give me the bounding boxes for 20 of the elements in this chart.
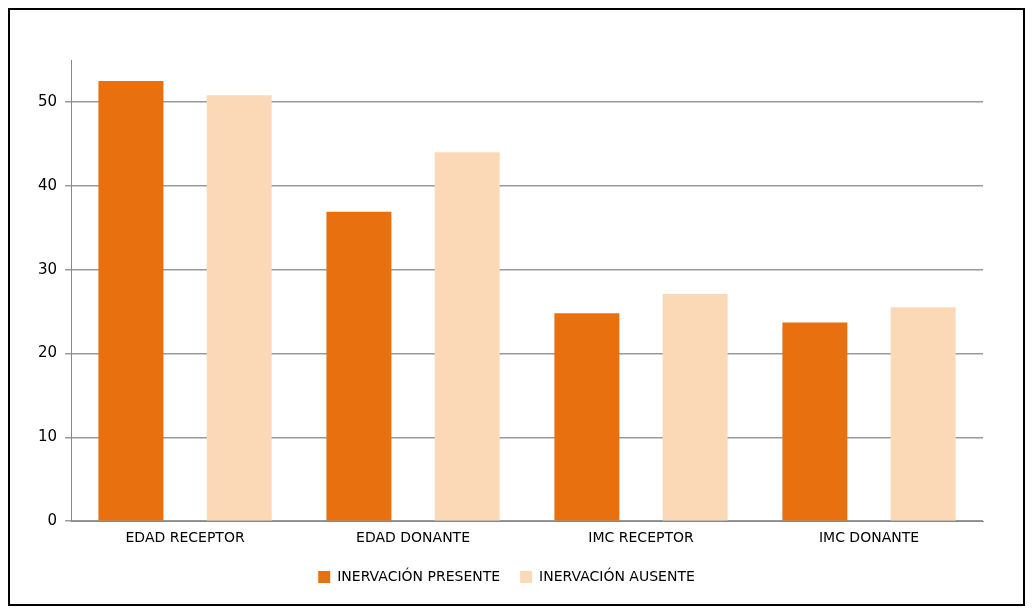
y-tick-label: 0 — [47, 511, 58, 530]
bar — [434, 152, 500, 521]
x-tick-label: IMC DONANTE — [818, 529, 920, 546]
y-tick-label: 30 — [37, 259, 58, 278]
bar — [98, 80, 164, 521]
y-tick-label: 50 — [37, 91, 58, 110]
bar — [554, 313, 620, 521]
x-tick-label: EDAD DONANTE — [356, 529, 471, 546]
bar — [206, 95, 272, 521]
bar — [326, 211, 392, 521]
x-tick-label: IMC RECEPTOR — [588, 529, 694, 546]
y-tick-label: 20 — [37, 343, 58, 362]
bar — [662, 293, 728, 521]
y-tick-label: 40 — [37, 175, 58, 194]
bar — [782, 322, 848, 521]
bar — [890, 307, 956, 521]
legend-label: INERVACIÓN PRESENTE — [337, 566, 501, 584]
x-tick-label: EDAD RECEPTOR — [125, 529, 245, 546]
legend-label: INERVACIÓN AUSENTE — [539, 566, 695, 584]
y-tick-label: 10 — [37, 427, 58, 446]
